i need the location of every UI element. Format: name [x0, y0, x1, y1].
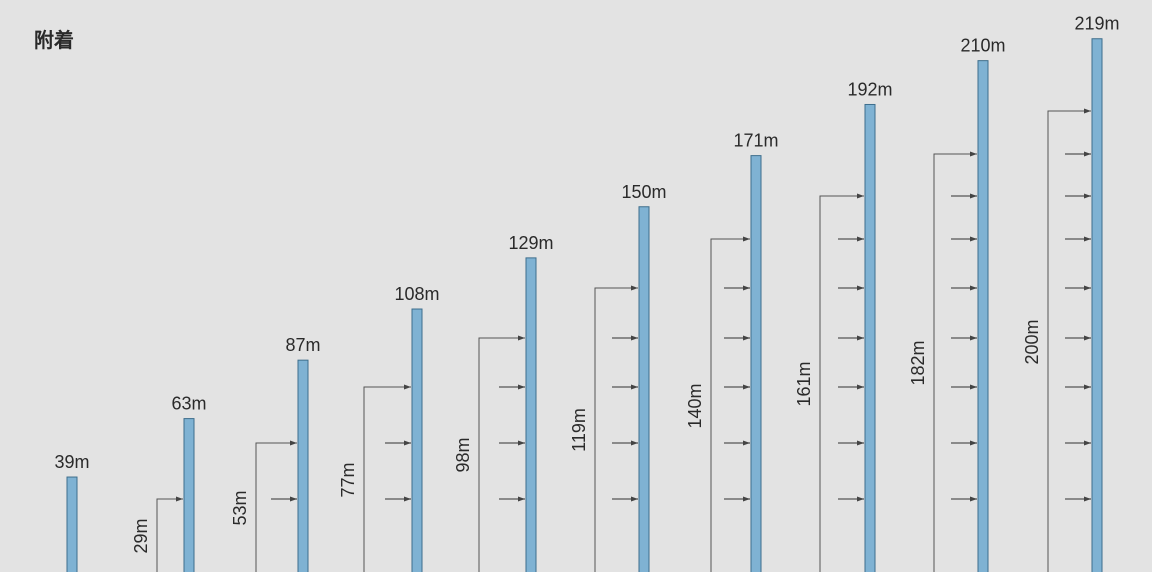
tie-lead-line — [156, 496, 183, 572]
tie-height-label: 182m — [908, 340, 928, 385]
tie-lead-line — [255, 440, 297, 572]
tie-height-label: 29m — [131, 518, 151, 553]
tie-lead-line — [819, 193, 864, 572]
mast-bar — [1091, 38, 1103, 572]
stage-5: 129m 98m — [453, 233, 554, 572]
stage-8: 192m 161m — [794, 79, 893, 572]
mast-height-label: 129m — [508, 233, 553, 253]
stage-9: 210m 182m — [908, 36, 1006, 572]
tie-height-label: 53m — [230, 490, 250, 525]
tie-height-label: 98m — [453, 437, 473, 472]
mast-bar — [525, 257, 537, 572]
stage-4: 108m 77m — [338, 284, 440, 572]
mast-bar — [297, 359, 309, 572]
tie-lead-line — [363, 384, 411, 572]
mast-bar — [864, 103, 876, 572]
stage-3: 87m 53m — [230, 335, 321, 572]
stage-2: 63m 29m — [131, 394, 207, 572]
tie-height-label: 161m — [794, 361, 814, 406]
tie-lead-line — [710, 236, 750, 572]
mast-height-label: 39m — [54, 452, 89, 472]
mast-bar — [183, 418, 195, 572]
tie-lead-line — [478, 335, 525, 572]
mast-bar — [638, 206, 650, 572]
stage-7: 171m 140m — [685, 131, 779, 572]
tie-lead-line — [1047, 108, 1091, 572]
mast-height-label: 87m — [285, 335, 320, 355]
mast-height-label: 192m — [847, 79, 892, 99]
tie-height-label: 200m — [1022, 319, 1042, 364]
mast-height-label: 219m — [1074, 14, 1119, 34]
mast-bar — [411, 308, 423, 572]
stage-1: 39m — [54, 452, 90, 572]
tie-lead-line — [933, 151, 977, 572]
tie-height-label: 77m — [338, 462, 358, 497]
stage-10: 219m 200m — [1022, 14, 1120, 572]
mast-height-label: 63m — [171, 394, 206, 414]
page-title: 附着 — [34, 28, 74, 52]
tie-height-label: 119m — [569, 408, 589, 452]
tie-height-label: 140m — [685, 383, 705, 428]
mast-bar — [66, 476, 78, 572]
mast-bar — [977, 60, 989, 572]
mast-height-label: 210m — [960, 36, 1005, 56]
stage-6: 150m 119m — [569, 182, 667, 572]
mast-height-label: 171m — [733, 131, 778, 151]
mast-bar — [750, 155, 762, 572]
mast-height-label: 150m — [621, 182, 666, 202]
mast-height-label: 108m — [394, 284, 439, 304]
tie-lead-line — [594, 285, 638, 572]
